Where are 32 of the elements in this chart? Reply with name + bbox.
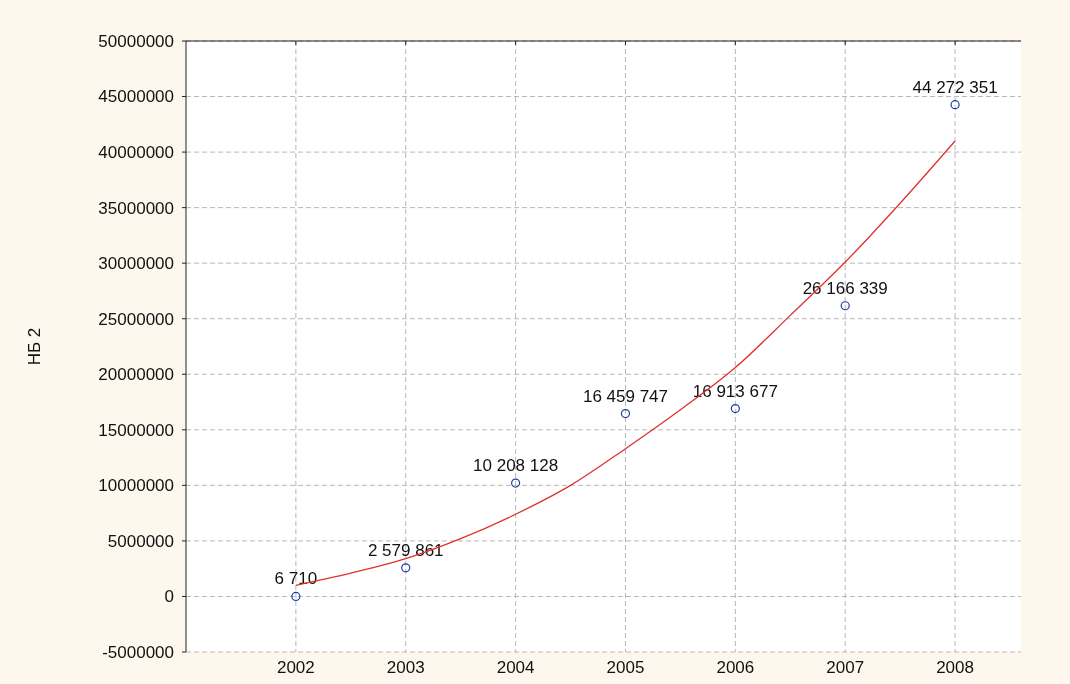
data-label: 6 710 [274,569,318,589]
x-tick-label: 2003 [386,658,425,677]
y-tick-label: 15000000 [98,420,174,440]
point [291,591,301,601]
point [401,563,411,573]
y-tick-label: 20000000 [98,365,174,385]
x-tick-label: 2008 [936,658,974,677]
y-tick-label: 10000000 [98,476,174,496]
data-label: 16 459 747 [582,386,669,406]
point [950,100,960,110]
x-tick-label: 2006 [716,658,755,677]
y-tick-label: 45000000 [98,87,174,107]
y-tick-label: 35000000 [98,198,174,218]
y-tick-label: -5000000 [102,642,174,662]
x-tick-label: 2007 [826,658,865,677]
y-tick-label: 50000000 [98,31,174,51]
y-tick-label: 0 [164,587,174,607]
x-tick-label: 2002 [276,658,315,677]
y-tick-label: 40000000 [98,143,174,163]
point [620,409,631,419]
y-tick-label: 30000000 [98,254,174,274]
data-label: 26 166 339 [802,278,888,298]
y-tick-label: 25000000 [98,309,174,329]
data-label: 10 208 128 [473,456,559,476]
x-tick-label: 2004 [496,658,535,677]
y-tick-label: 5000000 [107,531,174,551]
point [840,301,850,311]
y-axis-title: НБ 2 [25,327,44,366]
point [511,478,521,488]
point [730,403,740,414]
x-tick-label: 2005 [606,658,645,677]
data-label: 44 272 351 [912,77,998,97]
